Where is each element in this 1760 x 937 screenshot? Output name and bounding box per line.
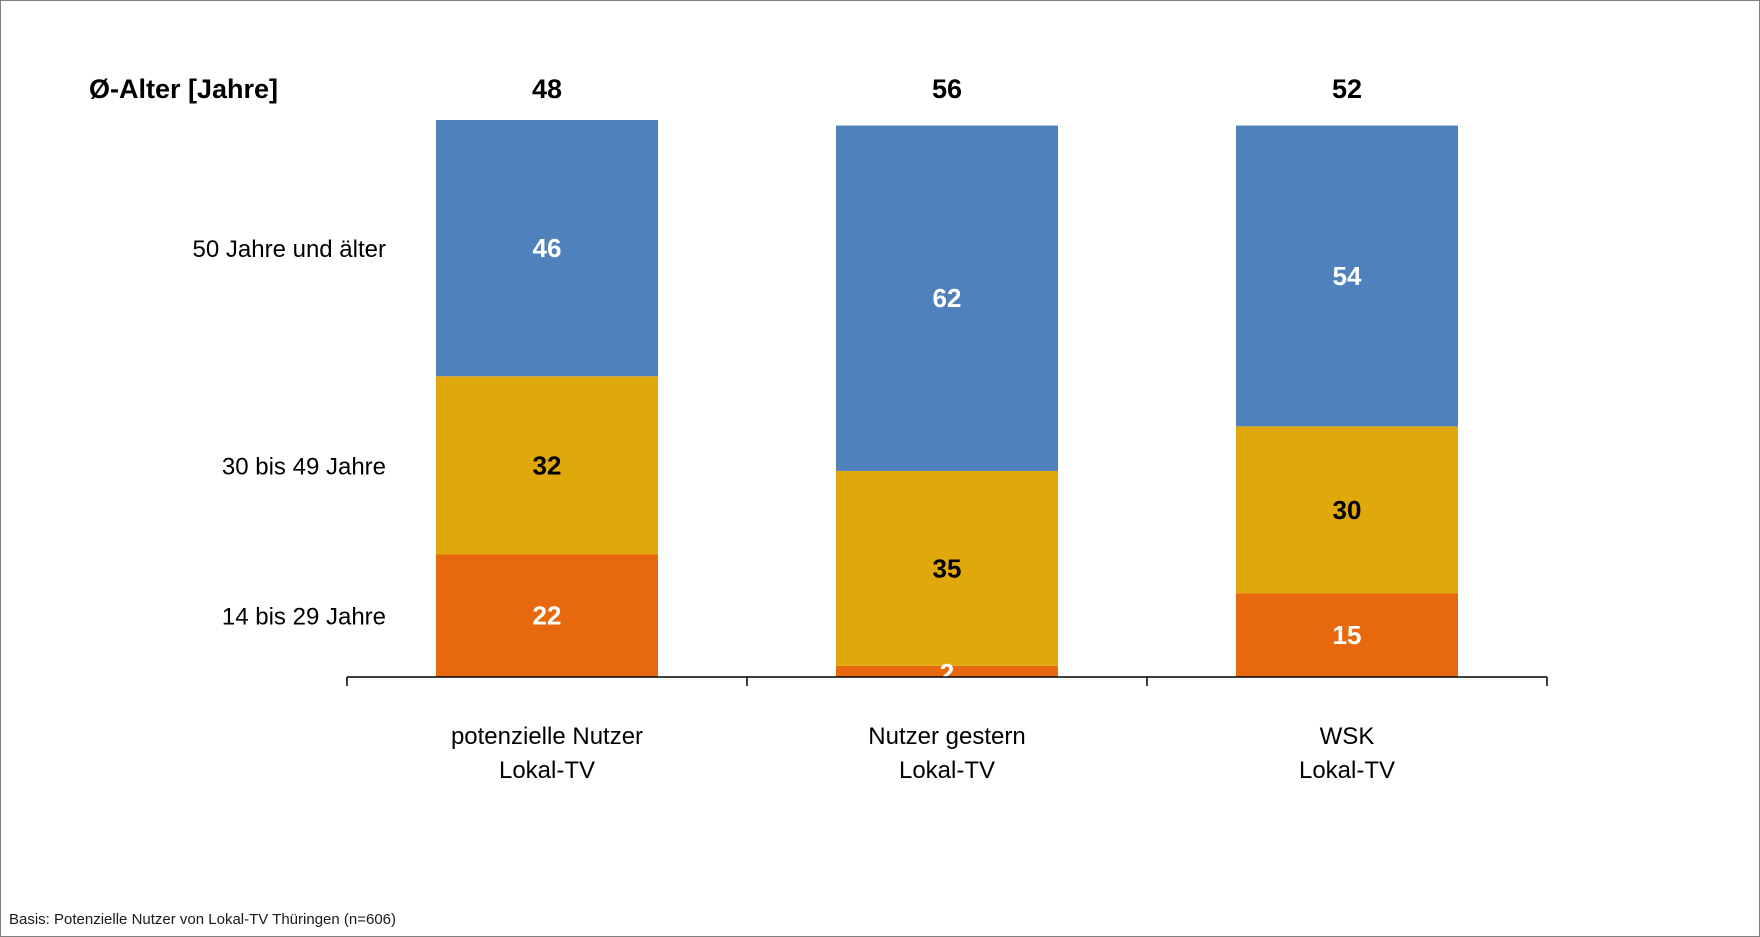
category-label-2-line-1: Nutzer gestern	[868, 723, 1025, 750]
bar-segment-1-1	[436, 554, 658, 677]
avg-age-value-3: 52	[1332, 74, 1362, 104]
data-label-3-3: 54	[1333, 261, 1362, 291]
data-label-2-1: 2	[940, 658, 954, 688]
stacked-bar-chart: 22 32 46 48 potenzielle Nutzer Lokal-TV 2 35 62 5…	[89, 74, 1548, 784]
category-label-1-line-2: Lokal-TV	[499, 757, 595, 784]
series-label-3: 50 Jahre und älter	[193, 236, 386, 263]
category-label-2-line-2: Lokal-TV	[899, 757, 995, 784]
category-label-1-line-1: potenzielle Nutzer	[451, 723, 643, 750]
footnote: Basis: Potenzielle Nutzer von Lokal-TV T…	[9, 911, 397, 928]
avg-age-value-1: 48	[532, 74, 562, 104]
category-label-3-line-2: Lokal-TV	[1299, 757, 1395, 784]
series-label-2: 30 bis 49 Jahre	[222, 453, 386, 480]
data-label-1-2: 32	[533, 450, 562, 480]
data-label-3-1: 15	[1333, 620, 1362, 650]
bar-segment-1-3	[436, 120, 658, 377]
data-label-3-2: 30	[1333, 495, 1362, 525]
bar-segment-3-2	[1236, 426, 1458, 594]
bar-segment-3-3	[1236, 125, 1458, 427]
data-label-1-3: 46	[533, 233, 562, 263]
bar-segment-1-2	[436, 376, 658, 555]
data-label-2-3: 62	[933, 283, 962, 313]
bar-segment-2-2	[836, 470, 1058, 666]
data-label-1-1: 22	[533, 601, 562, 631]
series-label-1: 14 bis 29 Jahre	[222, 604, 386, 631]
avg-age-header: Ø-Alter [Jahre]	[89, 74, 278, 104]
bar-segment-3-1	[1236, 593, 1458, 677]
category-label-3-line-1: WSK	[1320, 723, 1375, 750]
avg-age-value-2: 56	[932, 74, 962, 104]
bar-segment-2-3	[836, 125, 1058, 471]
data-label-2-2: 35	[933, 553, 962, 583]
bar-segment-2-1	[836, 665, 1058, 677]
